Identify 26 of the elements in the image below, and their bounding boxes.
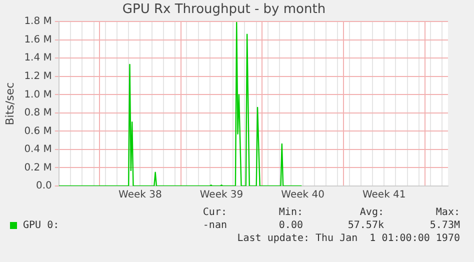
chart-title: GPU Rx Throughput - by month — [122, 2, 326, 18]
text: 5.73M — [428, 219, 460, 232]
y-tick-label: 1.2 M — [24, 70, 52, 82]
x-tick-label: Week 40 — [281, 190, 324, 201]
y-tick-label: 1.6 M — [24, 34, 52, 46]
x-tick-label: Week 41 — [362, 190, 406, 201]
y-axis-title: Bits/sec — [3, 82, 16, 126]
text: Avg: — [358, 206, 384, 219]
y-tick-label: 0.4 M — [24, 144, 52, 156]
text: 57.57k — [346, 219, 384, 232]
x-tick-label: Week 39 — [200, 190, 244, 201]
y-tick-label: 0.2 M — [24, 162, 52, 174]
text: -nan — [202, 219, 227, 232]
text: Cur: — [202, 206, 227, 219]
x-tick-label: Week 38 — [118, 190, 162, 201]
text: 0.00 — [278, 219, 303, 232]
y-tick-label: 0.0 — [36, 180, 52, 192]
text: Min: — [278, 206, 303, 219]
y-tick-label: 0.8 M — [24, 108, 52, 119]
y-tick-label: 0.6 M — [24, 126, 52, 137]
y-tick-label: 1.0 M — [24, 89, 52, 100]
legend-label: GPU 0: — [23, 219, 60, 232]
y-tick-label: 1.4 M — [24, 52, 52, 64]
text: Last update: Thu Jan 1 01:00:00 1970 — [236, 232, 461, 245]
text: Max: — [434, 206, 460, 219]
y-tick-label: 1.8 M — [24, 16, 52, 28]
